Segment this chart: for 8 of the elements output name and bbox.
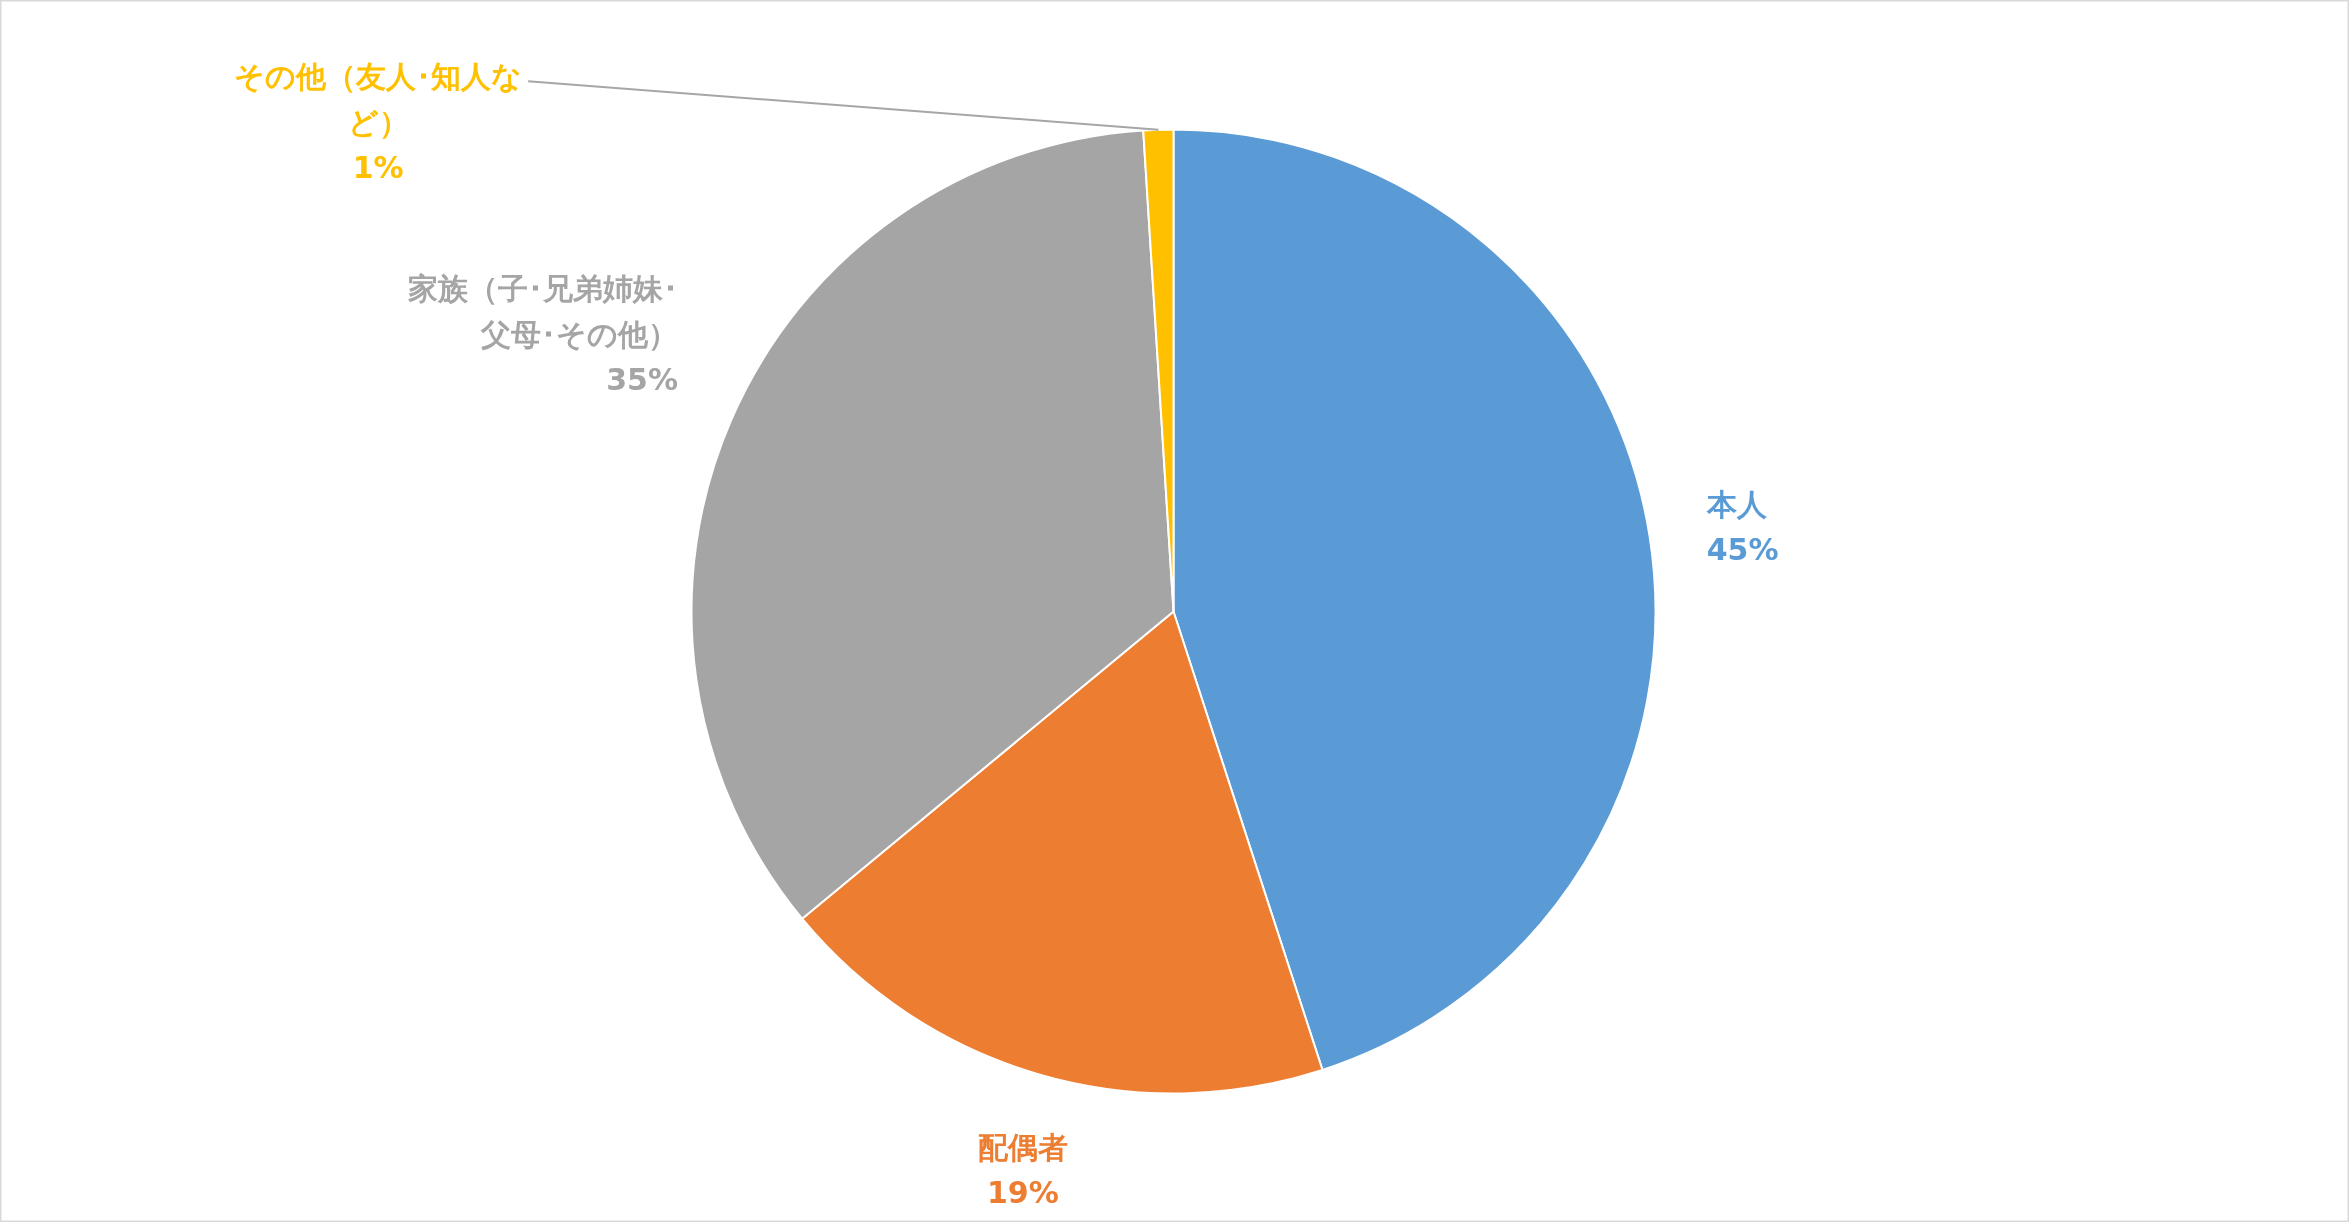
data-label: 45%	[1706, 532, 1779, 568]
data-label: 19%	[986, 1175, 1059, 1211]
data-label: 35%	[606, 362, 679, 398]
slice-label: 配偶者	[977, 1129, 1068, 1165]
slice-label: 家族（子･兄弟姉妹･父母･その他）	[408, 271, 679, 352]
data-label: 1%	[352, 150, 404, 186]
slice-label: その他（友人･知人など）	[234, 59, 523, 140]
slice-label: 本人	[1705, 486, 1768, 522]
